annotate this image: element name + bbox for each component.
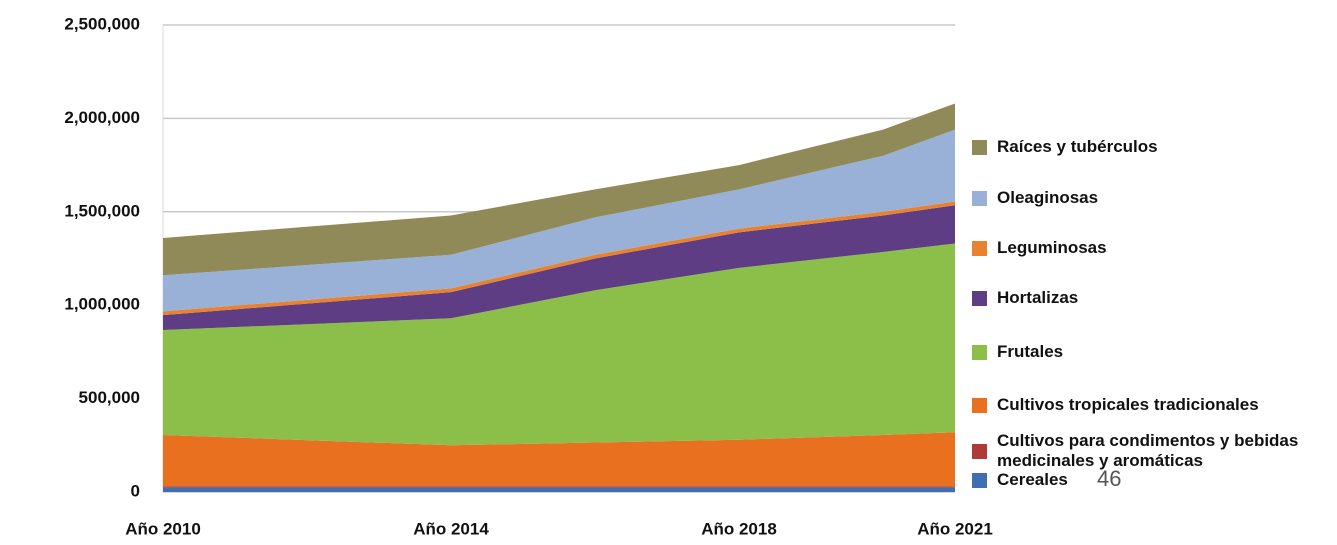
area <box>163 243 955 446</box>
y-tick-label: 2,000,000 <box>64 108 140 127</box>
legend-label: Hortalizas <box>997 288 1079 307</box>
legend-label: Cereales <box>997 470 1068 489</box>
x-tick-label: Año 2010 <box>125 519 201 538</box>
legend-item: Leguminosas <box>972 238 1107 258</box>
legend-item: Frutales <box>972 342 1063 362</box>
area <box>163 486 955 488</box>
y-tick-label: 500,000 <box>79 388 140 407</box>
y-tick-label: 0 <box>131 481 140 500</box>
y-tick-label: 2,500,000 <box>64 14 140 33</box>
area <box>163 201 955 316</box>
x-tick-label: Año 2021 <box>917 519 993 538</box>
legend-swatch <box>972 190 987 206</box>
legend-swatch <box>972 139 987 155</box>
legend-label: Cultivos tropicales tradicionales <box>997 395 1259 414</box>
area <box>163 487 955 492</box>
y-tick-label: 1,500,000 <box>64 201 140 220</box>
x-tick-label: Año 2018 <box>701 519 777 538</box>
legend-swatch <box>972 443 987 459</box>
y-tick-label: 1,000,000 <box>64 295 140 314</box>
legend-item: Cultivos tropicales tradicionales <box>972 395 1259 415</box>
legend-item: Hortalizas <box>972 288 1078 308</box>
legend-label: Raíces y tubérculos <box>997 137 1158 156</box>
area <box>163 205 955 331</box>
legend-item: Cereales <box>972 470 1068 490</box>
legend-item: Raíces y tubérculos <box>972 137 1158 157</box>
area <box>163 432 955 487</box>
legend-swatch <box>972 344 987 360</box>
legend-item: Oleaginosas <box>972 188 1098 208</box>
legend-label: Leguminosas <box>997 238 1107 257</box>
legend-swatch <box>972 397 987 413</box>
x-tick-label: Año 2014 <box>413 519 489 538</box>
legend-swatch <box>972 472 987 488</box>
legend-label: Oleaginosas <box>997 188 1099 207</box>
legend-swatch <box>972 240 987 256</box>
legend-label: Cultivos para condimentos y bebidas medi… <box>997 431 1299 470</box>
area <box>163 103 955 276</box>
legend-swatch <box>972 290 987 306</box>
legend-label: Frutales <box>997 342 1064 361</box>
legend-item: Cultivos para condimentos y bebidas medi… <box>972 431 1327 471</box>
page-number: 46 <box>1097 466 1122 491</box>
area <box>163 129 955 312</box>
